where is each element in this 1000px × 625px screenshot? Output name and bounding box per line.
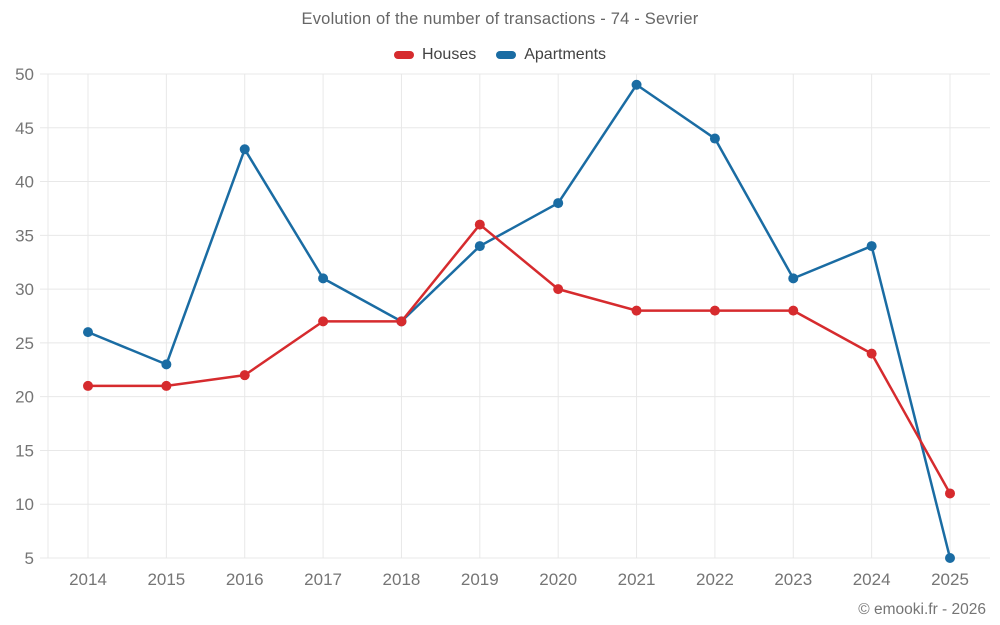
houses-point[interactable] (631, 305, 642, 316)
x-axis-tick-label: 2025 (931, 570, 969, 589)
y-axis-tick-label: 15 (15, 441, 34, 460)
houses-point[interactable] (396, 316, 407, 327)
legend-label-apartments: Apartments (524, 46, 607, 63)
houses-series-swatch-icon (393, 51, 414, 59)
y-axis-tick-label: 25 (15, 334, 34, 353)
x-axis-tick-label: 2023 (774, 570, 812, 589)
y-axis-tick-label: 5 (25, 549, 34, 568)
apartments-point[interactable] (161, 359, 172, 370)
apartments-point[interactable] (239, 144, 250, 155)
houses-point[interactable] (945, 488, 955, 499)
x-axis-tick-label: 2024 (853, 570, 891, 589)
apartments-point[interactable] (709, 133, 720, 144)
legend-label-houses: Houses (421, 46, 477, 63)
houses-point[interactable] (239, 370, 250, 381)
houses-point[interactable] (474, 219, 485, 230)
x-axis-tick-label: 2015 (147, 570, 185, 589)
apartments-point[interactable] (474, 241, 485, 252)
y-axis-tick-label: 20 (15, 388, 34, 407)
x-axis-tick-label: 2019 (461, 570, 499, 589)
houses-point[interactable] (161, 380, 172, 391)
houses-point[interactable] (83, 380, 93, 391)
y-axis-tick-label: 35 (15, 226, 34, 245)
y-axis-tick-label: 40 (15, 173, 34, 192)
y-axis-tick-label: 10 (15, 495, 34, 514)
legend-item-houses[interactable]: Houses (393, 46, 477, 64)
houses-point[interactable] (866, 348, 877, 359)
houses-line (86, 223, 952, 495)
apartments-point[interactable] (83, 327, 93, 338)
chart-legend: Houses Apartments (0, 46, 1000, 64)
legend-item-apartments[interactable]: Apartments (496, 46, 606, 64)
houses-point[interactable] (553, 284, 564, 295)
x-axis-tick-label: 2014 (69, 570, 107, 589)
apartments-point[interactable] (631, 79, 642, 90)
apartments-point[interactable] (553, 198, 564, 209)
apartments-point[interactable] (318, 273, 329, 284)
y-axis-tick-label: 50 (15, 65, 34, 84)
houses-point[interactable] (318, 316, 329, 327)
y-axis-tick-label: 30 (15, 280, 34, 299)
copyright-text: © emooki.fr - 2026 (858, 601, 986, 618)
x-axis-tick-label: 2021 (618, 570, 656, 589)
apartments-point[interactable] (788, 273, 799, 284)
y-axis-tick-label: 45 (15, 119, 34, 138)
apartments-point[interactable] (945, 553, 955, 563)
x-axis-tick-label: 2016 (226, 570, 264, 589)
apartments-line (86, 83, 952, 560)
apartments-series-swatch-icon (496, 51, 517, 59)
apartments-point[interactable] (866, 241, 877, 252)
houses-point[interactable] (788, 305, 799, 316)
x-axis-tick-label: 2017 (304, 570, 342, 589)
houses-point[interactable] (709, 305, 720, 316)
x-axis-tick-label: 2022 (696, 570, 734, 589)
x-axis-tick-label: 2020 (539, 570, 577, 589)
x-axis-tick-label: 2018 (383, 570, 421, 589)
chart-title: Evolution of the number of transactions … (301, 10, 699, 28)
